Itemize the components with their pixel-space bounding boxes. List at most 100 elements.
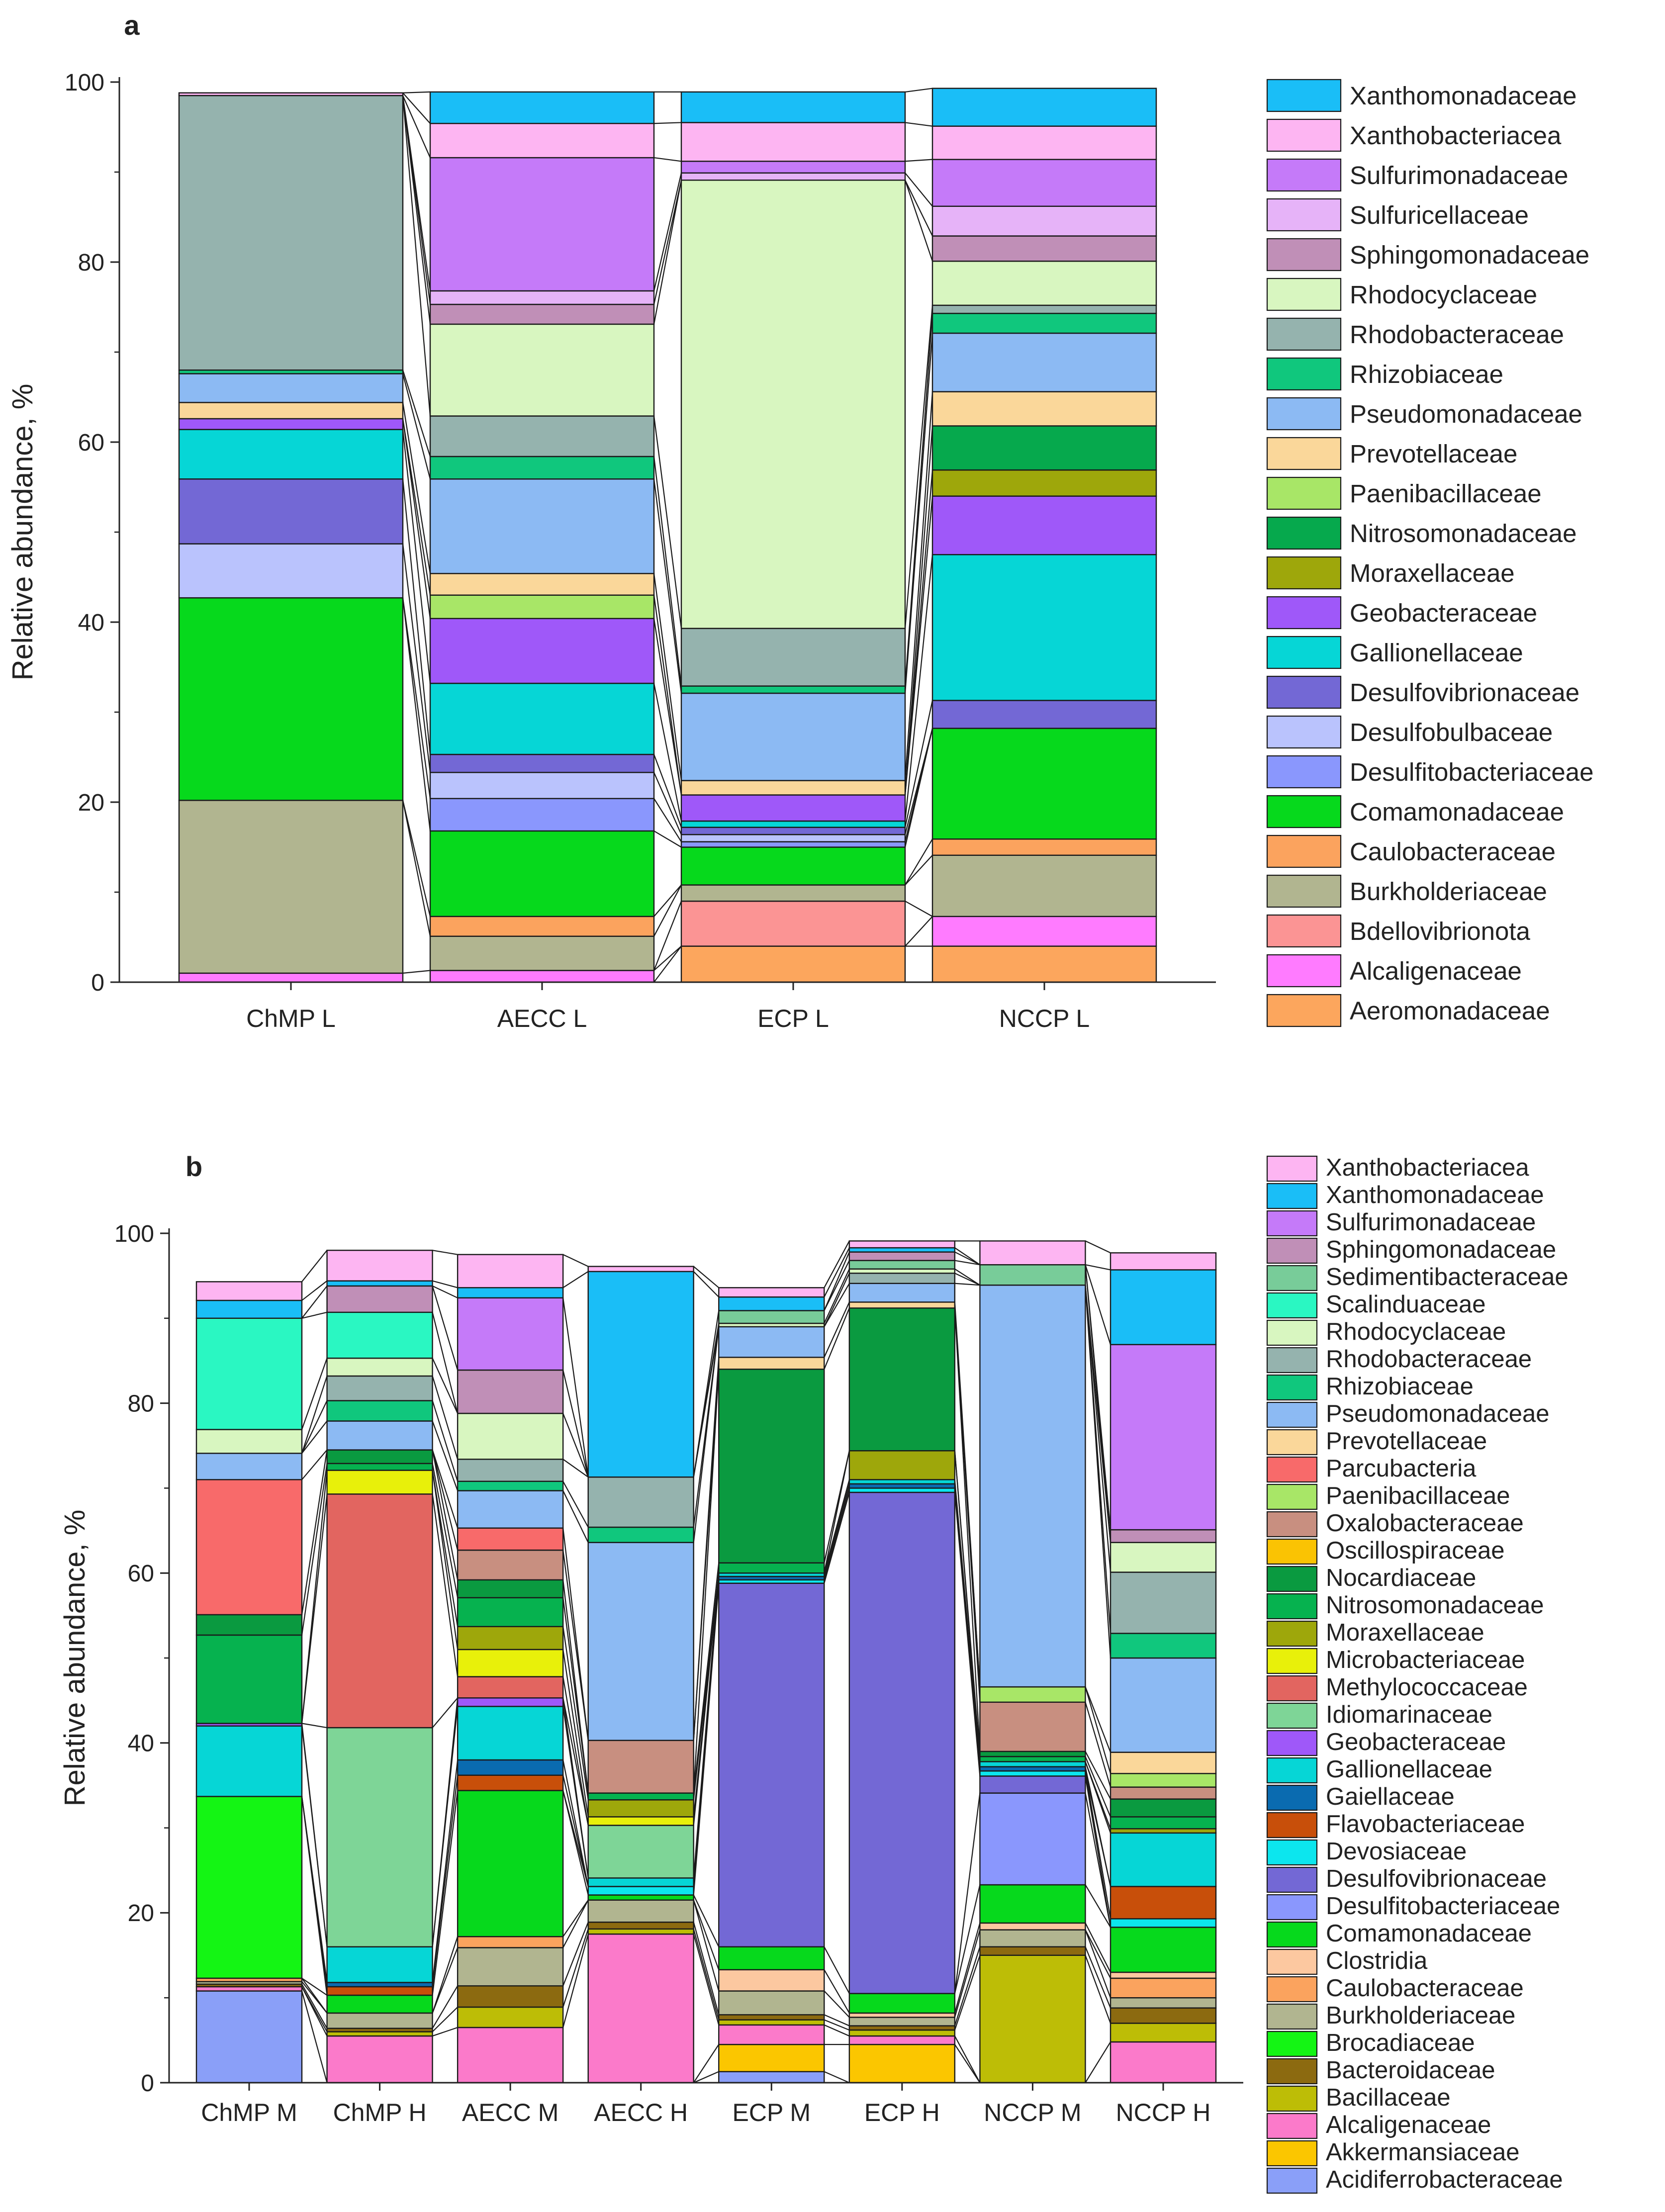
legend-swatch (1266, 596, 1342, 630)
bar-segment-gallionellaceae (680, 820, 906, 828)
legend-swatch (1266, 1648, 1318, 1674)
connector-line (824, 1451, 850, 1563)
bar-segment-desulfovibrionaceae (178, 478, 404, 545)
x-tick-label: ECP M (733, 2099, 811, 2126)
bar-segment-sulfuricellaceae (931, 205, 1157, 237)
legend-label: Rhodobacteraceae (1350, 320, 1564, 349)
legend-label: Gallionellaceae (1326, 1756, 1492, 1783)
bar-segment-gallionellaceae (326, 1946, 433, 1983)
legend-label: Caulobacteraceae (1326, 1975, 1524, 2002)
connector-line (432, 1775, 459, 1987)
x-tick-label: ECP L (757, 1005, 829, 1032)
legend-swatch (1266, 914, 1342, 948)
legend-item-rhodocyclaceae: Rhodocyclaceae (1266, 1318, 1506, 1346)
connector-line (402, 800, 431, 936)
bar-segment-xanthomonadaceae (1110, 1269, 1217, 1345)
bar-segment-bacteroidaceae (718, 2014, 825, 2021)
connector-line (905, 122, 933, 127)
legend-item-sulfuricellaceae: Sulfuricellaceae (1266, 198, 1529, 232)
legend: XanthobacteriaceaXanthomonadaceaeSulfuri… (1266, 1154, 1569, 2194)
connector-line (693, 1922, 720, 2015)
legend-item-rhodocyclaceae: Rhodocyclaceae (1266, 277, 1537, 311)
connector-line (954, 1283, 980, 1286)
x-tick-label: ChMP M (201, 2099, 297, 2126)
bar-segment-paenibacillaceae (1110, 1773, 1217, 1788)
bar-segment-desulfovibrionaceae (718, 1582, 825, 1947)
bar-segment-comamonadaceae (848, 1993, 956, 2014)
bar-segment-comamonadaceae (587, 1894, 694, 1901)
bar-segment-burkholderiaceae (1110, 1997, 1217, 2009)
legend-label: Bdellovibrionota (1350, 917, 1531, 945)
bar-segment-desulfobulbaceae (429, 772, 655, 799)
connector-line (562, 1626, 589, 1800)
connector-line (432, 1470, 459, 1650)
legend-label: Sedimentibacteraceae (1326, 1264, 1569, 1290)
legend-item-sedimentibacteraceae: Sedimentibacteraceae (1266, 1264, 1569, 1291)
legend-swatch (1266, 1921, 1318, 1948)
bar-segment-rhodocyclaceae (195, 1429, 303, 1454)
legend-swatch (1266, 2058, 1318, 2085)
legend-item-desulfitobacteriaceae: Desulfitobacteriaceae (1266, 755, 1593, 789)
bar-segment-caulobacteraceae (1110, 1977, 1217, 1999)
y-axis-label: Relative abundance, % (59, 1510, 91, 1807)
legend-item-alcaligenaceae: Alcaligenaceae (1266, 2112, 1491, 2139)
legend-swatch (1266, 397, 1342, 431)
connector-line (432, 1280, 458, 1289)
bar-segment-desulfobulbaceae (680, 833, 906, 842)
connector-line (824, 1479, 850, 1573)
legend-swatch (1266, 1292, 1318, 1319)
chart-panel-a: a Relative abundance, % 0 20 40 60 80 100 ChMP L… (6, 9, 1593, 1032)
connector-line (1085, 1686, 1111, 1752)
legend-item-pseudomonadaceae: Pseudomonadaceae (1266, 1400, 1550, 1428)
bar-chmp-l (178, 92, 404, 983)
legend-label: Oscillospiraceae (1326, 1537, 1505, 1564)
connector-line (653, 479, 682, 694)
legend-item-desulfitobacteriaceae: Desulfitobacteriaceae (1266, 1893, 1560, 1921)
bar-segment-comamonadaceae (429, 830, 655, 918)
bar-segment-xanthomonadaceae (848, 1247, 956, 1253)
bar-segment-prevotellaceae (429, 573, 655, 596)
legend-label: Burkholderiaceae (1326, 2002, 1515, 2029)
legend-item-paenibacillaceae: Paenibacillaceae (1266, 476, 1542, 510)
connector-line (693, 1310, 720, 1477)
bar-segment-xanthobacteriacea (195, 1281, 303, 1301)
connector-line (562, 1370, 589, 1477)
legend-item-burkholderiaceae: Burkholderiaceae (1266, 874, 1547, 908)
bar-segment-geobacteraceae (680, 794, 906, 822)
legend-item-xanthobacteriacea: Xanthobacteriacea (1266, 118, 1562, 152)
connector-line (432, 1358, 459, 1414)
connector-line (653, 416, 682, 629)
connector-line (905, 916, 933, 947)
legend-label: Prevotellaceae (1326, 1428, 1487, 1455)
connector-line (562, 1759, 589, 1887)
bar-segment-aeromonadaceae (931, 945, 1157, 983)
bar-segment-alcaligenaceae (718, 2024, 825, 2045)
bar-segment-moraxellaceae (457, 1626, 564, 1651)
bar-segment-xanthomonadaceae (680, 91, 906, 123)
connector-line (432, 1947, 459, 2014)
bar-segment-caulobacteraceae (457, 1936, 564, 1948)
connector-line (301, 1358, 328, 1430)
connector-line (301, 1280, 328, 1301)
connector-line (904, 391, 933, 781)
legend-swatch (1266, 476, 1342, 510)
bar-segment-burkholderiaceae (680, 884, 906, 902)
connector-line (653, 772, 682, 835)
bar-segment-comamonadaceae (457, 1790, 564, 1937)
bar-segment-desulfitobacteriaceae (979, 1792, 1086, 1886)
legend-swatch (1266, 1757, 1318, 1784)
bar-segment-rhodobacteraceae (429, 415, 655, 458)
legend-swatch (1266, 2167, 1318, 2194)
legend-swatch (1266, 317, 1342, 351)
connector-line (402, 369, 431, 457)
connector-line (905, 159, 933, 162)
connector-line (301, 1400, 328, 1454)
bar-segment-sphingomonadaceae (931, 235, 1157, 262)
bar-segment-xanthomonadaceae (429, 91, 655, 124)
legend-item-oxalobacteraceae: Oxalobacteraceae (1266, 1510, 1524, 1538)
legend-label: Rhodocyclaceae (1326, 1318, 1506, 1345)
legend-item-sphingomonadaceae: Sphingomonadaceae (1266, 238, 1589, 272)
connector-line (824, 1488, 850, 1580)
bar-segment-nitrosomonadaceae (457, 1597, 564, 1628)
bar-segment-desulfitobacteriaceae (680, 841, 906, 848)
